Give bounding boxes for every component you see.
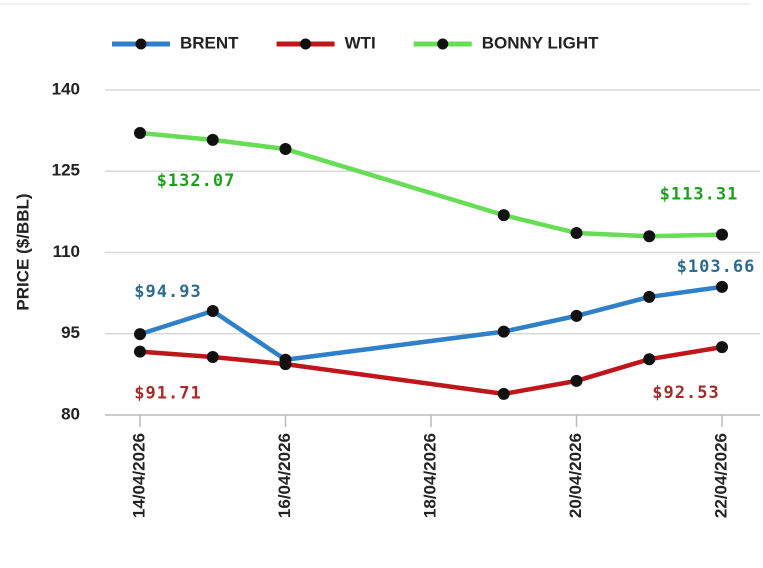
x-tick-label: 22/04/2026 xyxy=(711,433,730,518)
y-tick-label: 95 xyxy=(61,323,80,342)
value-label: $113.31 xyxy=(660,185,739,205)
data-point xyxy=(716,341,728,354)
x-tick-label: 18/04/2026 xyxy=(420,433,439,518)
y-tick-label: 125 xyxy=(52,161,80,180)
legend-marker xyxy=(135,38,147,50)
data-point xyxy=(206,305,219,317)
x-tick-label: 20/04/2026 xyxy=(566,433,585,518)
data-point xyxy=(643,290,656,303)
value-label: $94.93 xyxy=(134,282,201,302)
data-point xyxy=(279,358,292,371)
data-point xyxy=(134,328,146,341)
data-point xyxy=(497,325,510,338)
data-point xyxy=(570,227,583,239)
data-point xyxy=(279,143,292,156)
legend-marker xyxy=(300,38,312,50)
data-point xyxy=(206,351,219,364)
y-tick-label: 140 xyxy=(52,79,80,98)
value-label: $92.53 xyxy=(652,383,719,403)
data-point xyxy=(134,126,146,139)
data-point xyxy=(497,209,510,222)
data-point xyxy=(570,374,583,387)
y-tick-label: 110 xyxy=(53,242,80,261)
x-tick-label: 16/04/2026 xyxy=(275,433,294,518)
legend-label: BONNY LIGHT xyxy=(482,33,599,52)
legend-marker xyxy=(437,38,449,50)
x-tick-label: 14/04/2026 xyxy=(129,433,148,518)
legend-label: BRENT xyxy=(180,33,239,52)
y-axis-label: PRICE ($/BBL) xyxy=(13,193,32,310)
series-line xyxy=(139,344,723,397)
data-point xyxy=(643,353,656,366)
data-point xyxy=(643,230,656,243)
data-point xyxy=(716,228,728,241)
y-tick-label: 80 xyxy=(61,404,80,423)
value-label: $132.07 xyxy=(157,171,236,191)
data-point xyxy=(716,280,728,293)
series-line xyxy=(139,284,723,362)
data-point xyxy=(206,133,219,146)
data-point xyxy=(134,345,146,358)
data-point xyxy=(497,387,510,400)
legend-label: WTI xyxy=(345,33,376,52)
value-label: $103.66 xyxy=(677,257,756,277)
value-label: $91.71 xyxy=(134,384,201,404)
data-point xyxy=(570,309,583,322)
